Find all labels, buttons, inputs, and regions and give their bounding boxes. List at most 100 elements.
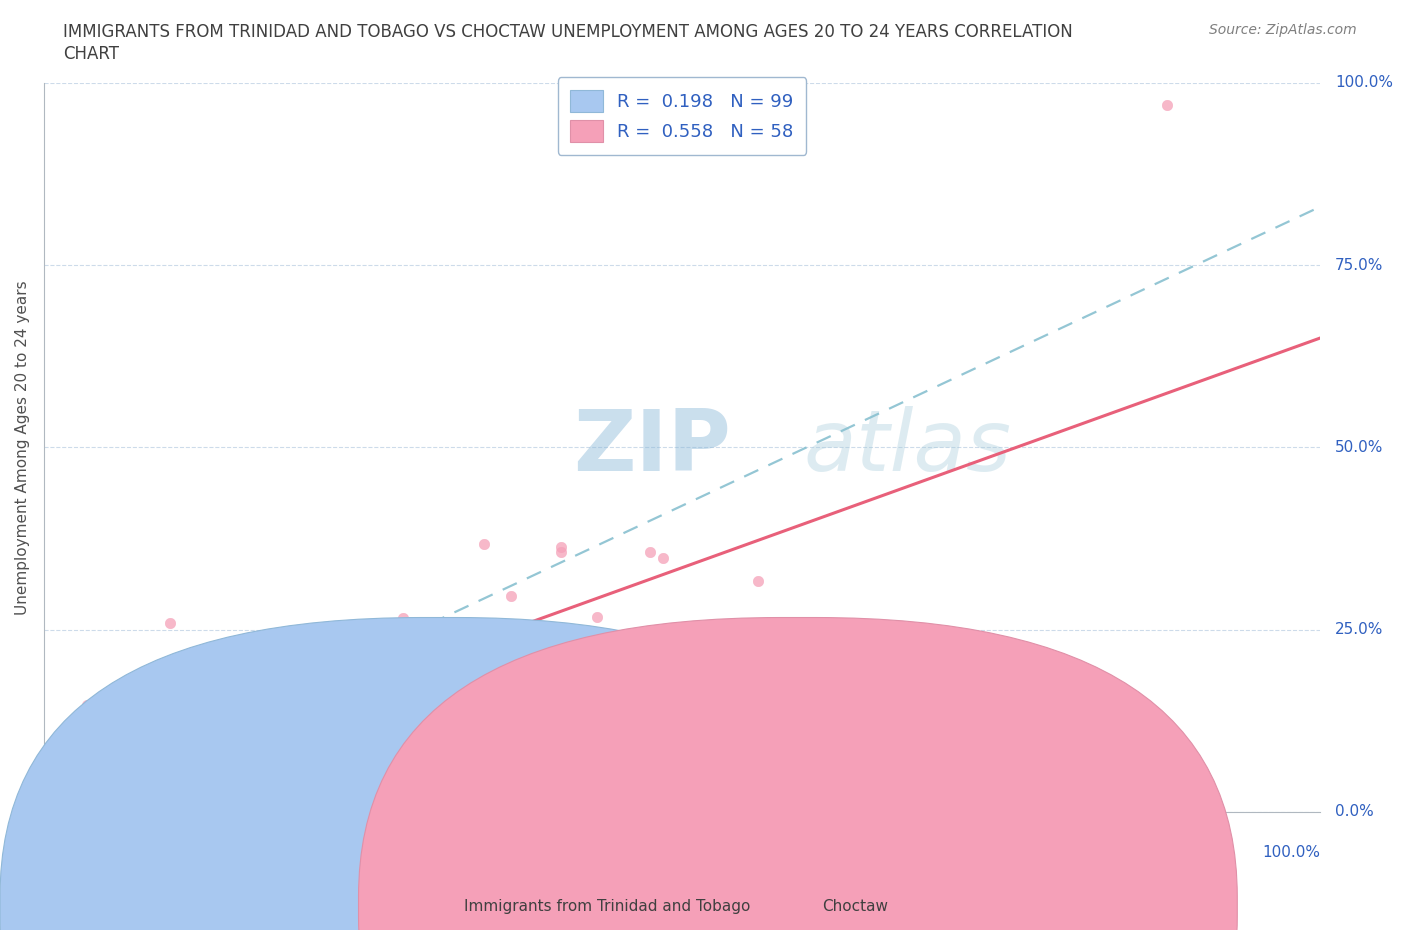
Point [501, 589, 523, 604]
Text: 100.0%: 100.0% [1336, 75, 1393, 90]
Point [44, 790, 66, 805]
Point [273, 655, 295, 670]
Point [35, 787, 58, 802]
Point [87, 804, 110, 819]
Point [550, 540, 572, 555]
Point [84, 800, 107, 815]
Point [640, 544, 662, 559]
Point [174, 778, 197, 793]
Point [52, 790, 75, 805]
Point [34, 804, 56, 819]
Y-axis label: Unemployment Among Ages 20 to 24 years: Unemployment Among Ages 20 to 24 years [15, 280, 30, 615]
Point [75, 744, 97, 759]
Point [69, 804, 91, 819]
Point [45, 799, 67, 814]
Point [83, 799, 105, 814]
Point [339, 757, 361, 772]
Point [38, 790, 60, 804]
Point [72, 804, 94, 819]
Text: 75.0%: 75.0% [1336, 258, 1384, 272]
Point [209, 746, 232, 761]
Point [53, 804, 76, 819]
Point [550, 545, 572, 560]
Text: atlas: atlas [803, 406, 1011, 489]
Point [52, 777, 75, 791]
Point [58, 804, 80, 819]
Point [194, 690, 217, 705]
Point [49, 760, 72, 775]
Point [35, 798, 58, 813]
Point [67, 783, 90, 798]
Point [56, 804, 79, 819]
Point [51, 804, 73, 819]
Point [226, 686, 249, 701]
Text: Immigrants from Trinidad and Tobago: Immigrants from Trinidad and Tobago [464, 899, 751, 914]
Point [65, 804, 87, 819]
Point [73, 800, 96, 815]
Point [211, 804, 233, 819]
Point [44, 798, 66, 813]
Point [117, 730, 139, 745]
Point [51, 783, 73, 798]
Point [53, 804, 76, 819]
Point [55, 804, 77, 819]
Point [34, 800, 56, 815]
Point [45, 803, 67, 817]
Point [269, 684, 291, 699]
Point [141, 797, 163, 812]
Point [84, 785, 107, 800]
Point [60, 769, 83, 784]
Point [200, 804, 222, 819]
Point [252, 751, 274, 766]
Point [53, 778, 76, 793]
Point [35, 795, 58, 810]
Point [211, 645, 233, 660]
Point [52, 780, 75, 795]
Point [82, 788, 104, 803]
Point [297, 646, 319, 661]
Point [1156, 98, 1178, 113]
Point [44, 793, 66, 808]
Point [112, 804, 135, 819]
Point [361, 689, 384, 704]
Point [329, 661, 352, 676]
Point [35, 804, 58, 819]
Point [67, 781, 90, 796]
Point [52, 804, 75, 819]
Point [53, 804, 76, 819]
Point [38, 804, 60, 819]
Text: ZIP: ZIP [574, 406, 731, 489]
Text: Choctaw: Choctaw [823, 899, 889, 914]
Point [48, 804, 70, 819]
Point [461, 652, 484, 667]
Point [118, 798, 141, 813]
Point [176, 674, 198, 689]
Point [110, 794, 132, 809]
Point [173, 804, 195, 818]
Point [73, 796, 96, 811]
Point [39, 804, 62, 819]
Point [73, 797, 96, 812]
Point [69, 804, 91, 819]
Point [87, 804, 110, 819]
Point [49, 795, 72, 810]
Point [91, 766, 114, 781]
Point [132, 794, 155, 809]
Point [55, 787, 77, 802]
Text: 100.0%: 100.0% [1263, 844, 1320, 859]
Point [49, 798, 72, 813]
Text: 50.0%: 50.0% [1336, 440, 1384, 455]
Point [93, 764, 115, 779]
Point [481, 671, 503, 686]
Point [48, 788, 70, 803]
Point [34, 797, 56, 812]
Point [122, 789, 145, 804]
Point [391, 611, 413, 626]
Point [294, 668, 316, 683]
Point [38, 804, 60, 819]
Point [58, 804, 80, 819]
Point [592, 677, 614, 692]
Point [37, 795, 59, 810]
Point [76, 777, 98, 792]
Point [128, 772, 150, 787]
